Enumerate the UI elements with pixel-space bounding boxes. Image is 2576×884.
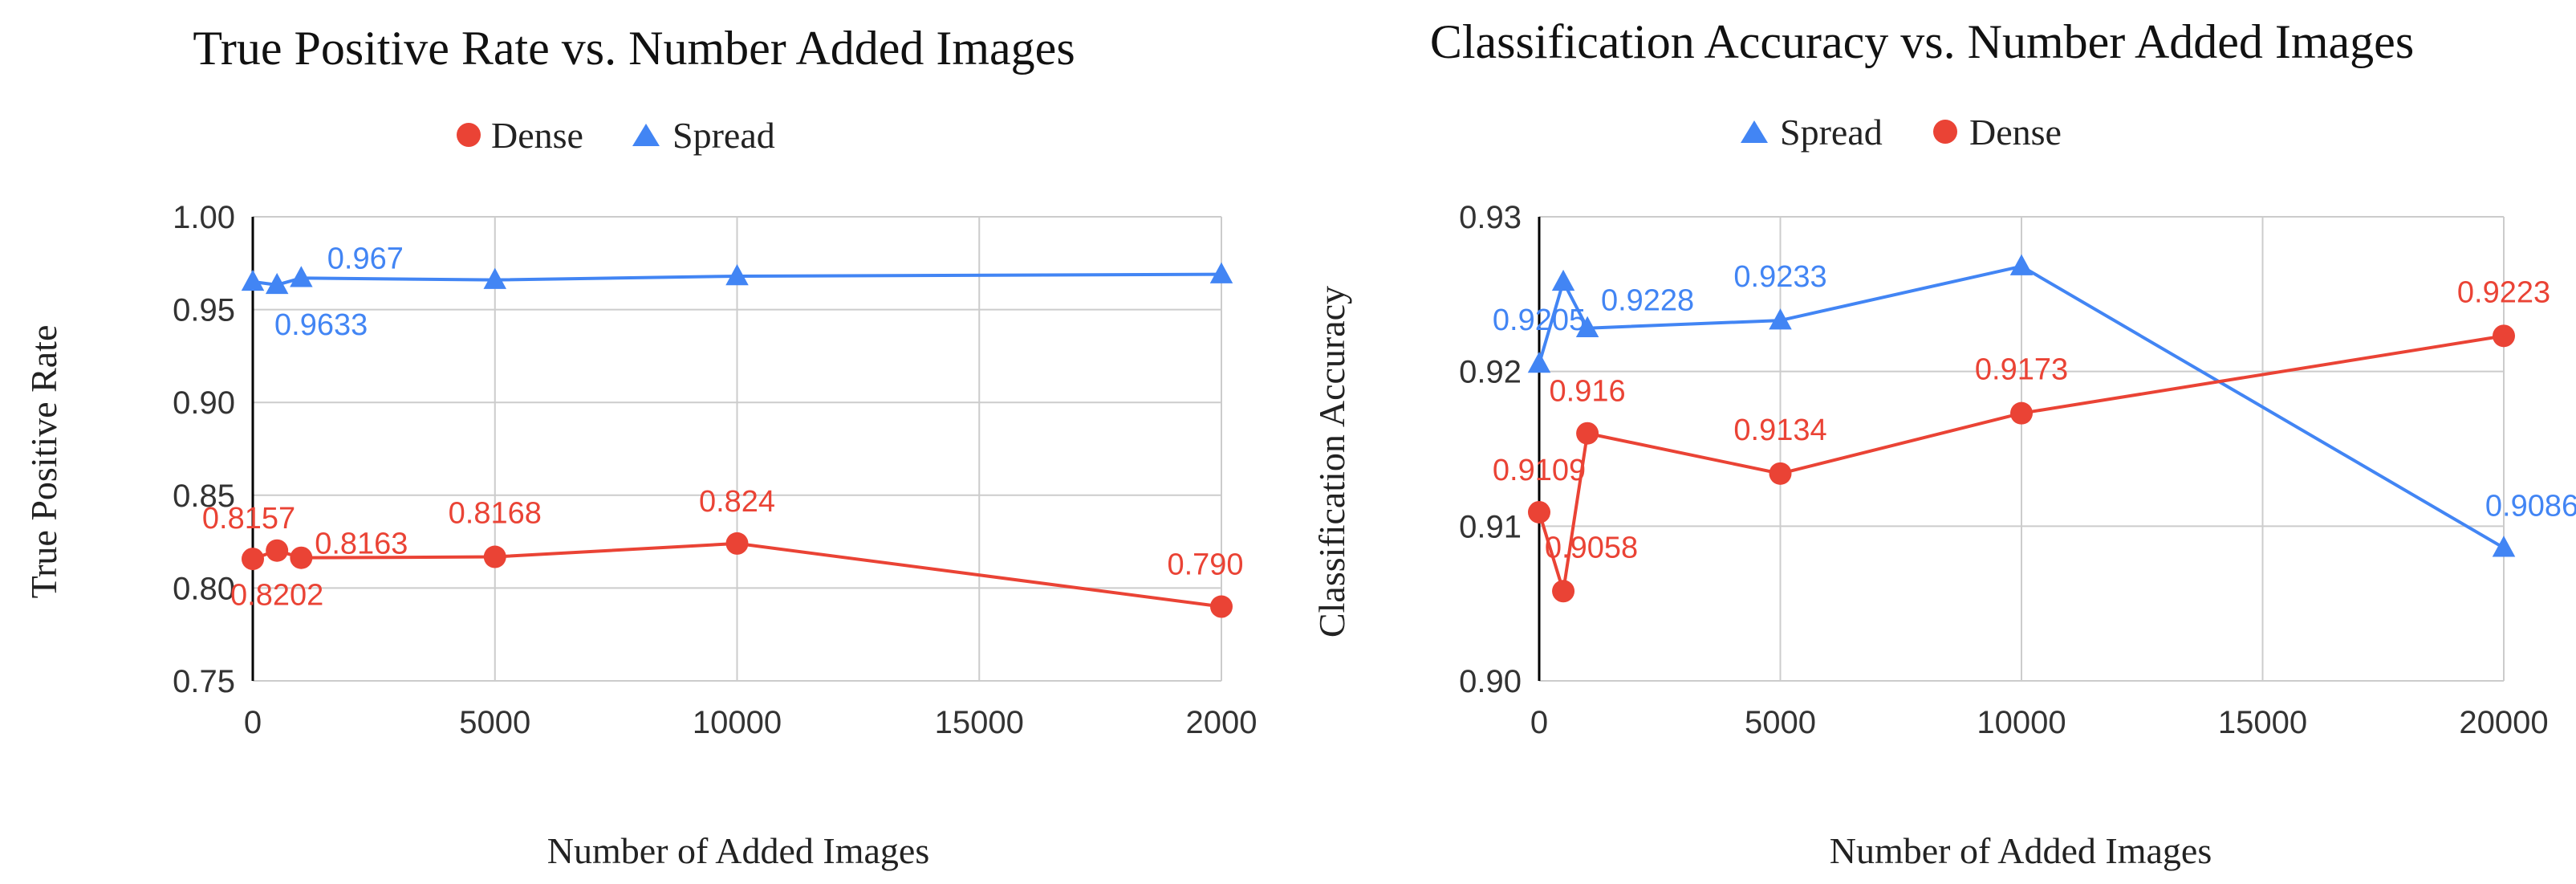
chart-1-dense-point [290, 546, 313, 569]
chart-1-dense-data-label: 0.824 [699, 485, 775, 519]
chart-1-dense-data-label: 0.8163 [315, 528, 408, 561]
chart-2-dense-point [1552, 580, 1575, 603]
chart-1-plot-area: 0.75 0.80 0.85 0.90 0.95 1.00 0 5000 10000 15000 2… [173, 200, 1257, 740]
chart-1-dense-point [266, 539, 289, 562]
chart-2-ytick-label: 0.91 [1459, 509, 1522, 544]
chart-1-ytick-label: 0.95 [173, 293, 235, 328]
chart-2-spread-data-label: 0.9086 [2485, 489, 2576, 523]
chart-1-spread-point [725, 263, 749, 286]
chart-2: Classification Accuracy vs. Number Added… [1311, 15, 2576, 871]
chart-2-dense-data-label: 0.9058 [1545, 531, 1638, 564]
chart-1-legend-dense-label: Dense [491, 115, 583, 156]
chart-1-legend-spread-label: Spread [672, 115, 775, 156]
chart-2-spread-point [1769, 308, 1792, 330]
chart-2-spread-point [2009, 254, 2034, 275]
chart-2-spread-point [1527, 352, 1551, 373]
chart-1-dense-data-label: 0.8157 [202, 502, 295, 536]
chart-1-legend-dense-marker [457, 123, 481, 147]
chart-2-ytick-label: 0.93 [1459, 200, 1522, 235]
chart-1-ytick-label: 1.00 [173, 200, 235, 235]
chart-2-xtick-label: 0 [1530, 705, 1548, 740]
chart-2-xtick-label: 15000 [2218, 705, 2307, 740]
chart-1-spread-point [241, 269, 265, 291]
chart-1-ytick-label: 0.85 [173, 479, 235, 514]
chart-1-spread-data-label: 0.967 [327, 242, 404, 275]
chart-2-dense-data-label: 0.9223 [2457, 275, 2550, 309]
chart-2-dense-point [2010, 401, 2033, 425]
chart-2-xlabel: Number of Added Images [1830, 830, 2212, 871]
chart-1-dense-point [242, 548, 264, 571]
chart-2-title: Classification Accuracy vs. Number Added… [1430, 15, 2414, 68]
chart-1-title: True Positive Rate vs. Number Added Imag… [193, 22, 1075, 75]
chart-1-xtick-label: 0 [244, 705, 262, 740]
chart-1-ytick-label: 0.90 [173, 385, 235, 421]
chart-2-spread-point [2492, 536, 2516, 557]
chart-2-xtick-label: 10000 [1977, 705, 2066, 740]
chart-1-xtick-label: 2000 [1186, 705, 1258, 740]
chart-2-ytick-label: 0.90 [1459, 664, 1522, 699]
chart-2-dense-data-label: 0.9134 [1733, 413, 1826, 447]
chart-2-legend-spread-marker [1741, 120, 1768, 143]
chart-1-dense-point [483, 545, 506, 568]
chart-2-spread-data-label: 0.9228 [1601, 284, 1694, 318]
chart-1-dense-data-label: 0.8202 [230, 579, 323, 613]
chart-2-spread-line [1538, 264, 2505, 550]
chart-1-ytick-label: 0.80 [173, 571, 235, 606]
chart-2-dense-data-label: 0.916 [1550, 375, 1626, 409]
chart-1-spread-point [483, 267, 506, 289]
chart-2-spread-data-label: 0.9205 [1493, 303, 1586, 337]
chart-1-dense-data-label: 0.790 [1167, 548, 1243, 582]
chart-2-dense-data-label: 0.9173 [1975, 353, 2068, 387]
chart-1-dense-point [725, 532, 749, 555]
chart-2-spread-point [1551, 269, 1575, 291]
chart-1-xtick-label: 10000 [693, 705, 782, 740]
chart-2-dense-line [1538, 334, 2505, 593]
chart-2-dense-point [1769, 462, 1792, 485]
chart-1-spread-point [1209, 262, 1233, 283]
chart-1-ytick-label: 0.75 [173, 664, 235, 699]
chart-1-ylabel: True Positive Rate [23, 325, 64, 599]
chart-2-dense-point [1528, 500, 1550, 523]
chart-2-legend-dense-marker [1933, 120, 1957, 144]
chart-1-legend: Dense Spread [457, 115, 775, 156]
chart-2-legend-dense-label: Dense [1969, 112, 2062, 153]
chart-1-dense-data-label: 0.8168 [449, 497, 542, 531]
chart-2-spread-point [1575, 316, 1599, 337]
chart-1-legend-spread-marker [632, 124, 660, 146]
chart-2-spread-data-label: 0.9233 [1733, 260, 1826, 294]
chart-1-spread-data-label: 0.9633 [274, 308, 368, 342]
chart-2-xtick-label: 20000 [2459, 705, 2548, 740]
chart-2-ylabel: Classification Accuracy [1311, 286, 1352, 638]
chart-1-spread-point [265, 272, 289, 295]
chart-1-dense-point [1210, 595, 1233, 618]
chart-2-xtick-label: 5000 [1745, 705, 1816, 740]
chart-2-ytick-label: 0.92 [1459, 355, 1522, 390]
chart-2-legend-spread-label: Spread [1780, 112, 1883, 153]
chart-2-legend: Spread Dense [1741, 112, 2062, 153]
chart-2-dense-point [1576, 422, 1599, 445]
chart-1: True Positive Rate vs. Number Added Imag… [23, 22, 1257, 871]
chart-1-spread-point [290, 266, 313, 287]
chart-1-xlabel: Number of Added Images [547, 830, 930, 871]
chart-2-dense-data-label: 0.9109 [1493, 454, 1586, 487]
chart-1-xtick-label: 5000 [459, 705, 530, 740]
chart-1-xtick-label: 15000 [935, 705, 1024, 740]
chart-2-dense-point [2493, 324, 2515, 348]
chart-2-plot-area: 0.90 0.91 0.92 0.93 0 5000 10000 15000 20000 0.92… [1459, 200, 2576, 740]
